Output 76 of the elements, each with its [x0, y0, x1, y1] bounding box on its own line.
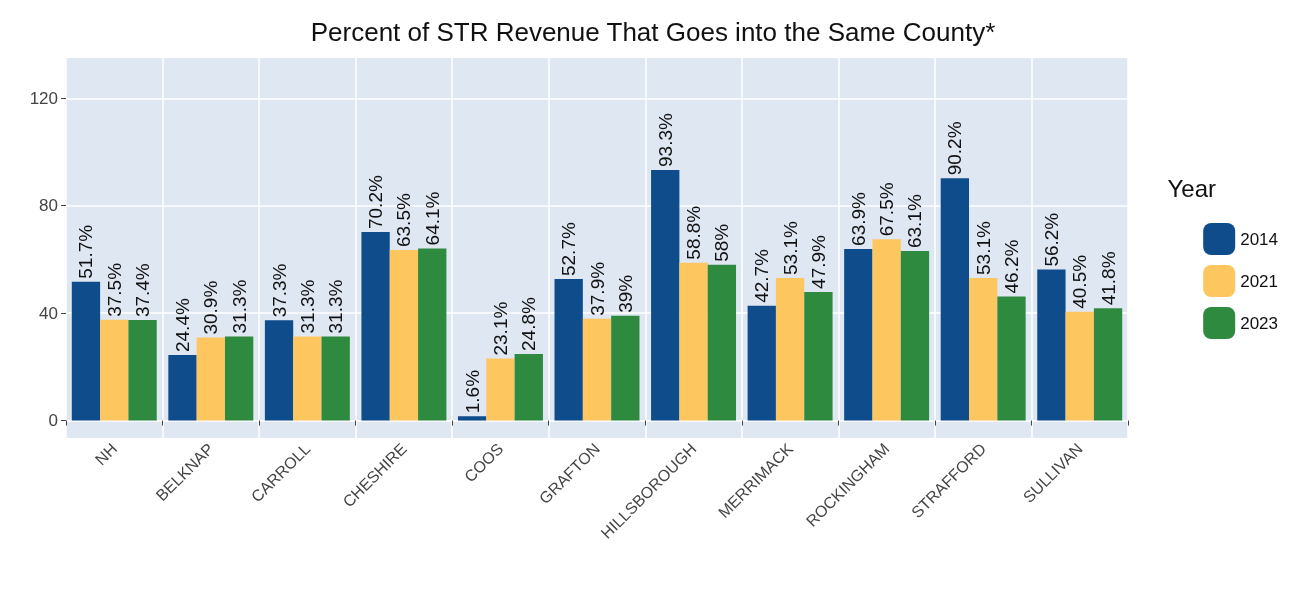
bar	[128, 320, 157, 421]
bar	[293, 336, 322, 421]
bar	[747, 305, 776, 421]
data-label: 56.2%	[1040, 212, 1062, 267]
bar	[71, 281, 101, 421]
bar	[1037, 269, 1066, 421]
bar	[969, 277, 998, 421]
data-label: 64.1%	[421, 191, 443, 246]
bar	[486, 358, 515, 421]
bar	[940, 178, 970, 421]
data-label: 46.2%	[1001, 239, 1022, 294]
data-label: 37.9%	[586, 261, 608, 316]
data-label: 58%	[711, 223, 733, 262]
y-tick-label: 120	[29, 88, 58, 108]
chart-title: Percent of STR Revenue That Goes into the Same County*	[310, 17, 996, 47]
bar	[900, 251, 930, 421]
data-label: 31.3%	[296, 279, 318, 334]
data-label: 52.7%	[558, 222, 580, 277]
bar	[651, 169, 680, 421]
bar	[804, 291, 833, 421]
bar	[224, 336, 254, 421]
y-tick-label: 80	[39, 196, 58, 216]
bar	[168, 355, 197, 421]
bar	[514, 353, 543, 421]
bar	[582, 318, 612, 421]
data-label: 40.5%	[1069, 254, 1091, 309]
data-label: 63.9%	[847, 191, 869, 246]
data-label: 90.2%	[944, 121, 966, 176]
bar	[361, 232, 390, 421]
bar	[707, 264, 737, 421]
legend-label: 2021	[1240, 271, 1279, 291]
data-label: 63.1%	[904, 194, 926, 249]
data-label: 30.9%	[200, 280, 222, 335]
data-label: 24.8%	[518, 296, 540, 351]
data-label: 41.8%	[1097, 251, 1119, 306]
bar	[554, 279, 583, 421]
legend-title: Year	[1167, 174, 1217, 202]
data-label: 93.3%	[654, 113, 676, 167]
x-tick-label: NH	[91, 439, 121, 469]
data-label: 1.6%	[461, 369, 483, 414]
data-label: 31.3%	[325, 279, 347, 334]
y-tick-label: 40	[39, 303, 58, 323]
data-label: 70.2%	[365, 175, 387, 230]
bar	[1065, 311, 1094, 421]
bar	[844, 248, 873, 421]
legend-label: 2014	[1240, 229, 1279, 249]
bar	[321, 336, 350, 421]
data-label: 31.3%	[228, 279, 250, 334]
bar	[997, 296, 1026, 421]
bar	[196, 337, 225, 421]
legend-label: 2023	[1240, 313, 1279, 333]
bar	[775, 277, 805, 421]
data-label: 53.1%	[779, 220, 801, 275]
bar	[611, 315, 640, 421]
y-tick-label: 0	[48, 411, 58, 431]
data-label: 37.5%	[103, 262, 125, 317]
bar	[264, 320, 294, 421]
data-label: 63.5%	[393, 193, 415, 248]
data-label: 42.7%	[751, 248, 773, 303]
data-label: 47.9%	[807, 234, 829, 289]
bar	[679, 262, 708, 421]
bar	[1093, 308, 1123, 421]
data-label: 67.5%	[876, 182, 898, 237]
data-label: 51.7%	[75, 224, 97, 279]
data-label: 37.4%	[132, 263, 154, 318]
data-label: 37.3%	[268, 263, 290, 318]
bar	[418, 248, 447, 421]
bar	[389, 250, 419, 421]
bar	[100, 319, 129, 421]
bar	[872, 239, 901, 421]
bar	[457, 416, 487, 421]
data-label: 23.1%	[489, 301, 511, 356]
data-label: 24.4%	[172, 298, 193, 353]
data-label: 58.8%	[683, 205, 705, 260]
data-label: 53.1%	[972, 220, 994, 275]
data-label: 39%	[614, 274, 636, 313]
